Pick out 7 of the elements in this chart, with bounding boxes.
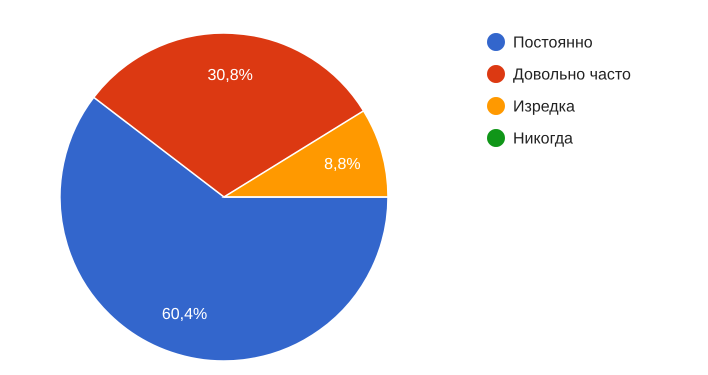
data-label: 30,8% xyxy=(207,66,253,84)
legend-label: Никогда xyxy=(513,130,574,148)
legend-label: Изредка xyxy=(513,98,575,116)
legend-label: Довольно часто xyxy=(513,66,632,84)
legend-label: Постоянно xyxy=(513,34,593,52)
data-label: 60,4% xyxy=(162,306,208,324)
data-label: 8,8% xyxy=(324,156,361,174)
